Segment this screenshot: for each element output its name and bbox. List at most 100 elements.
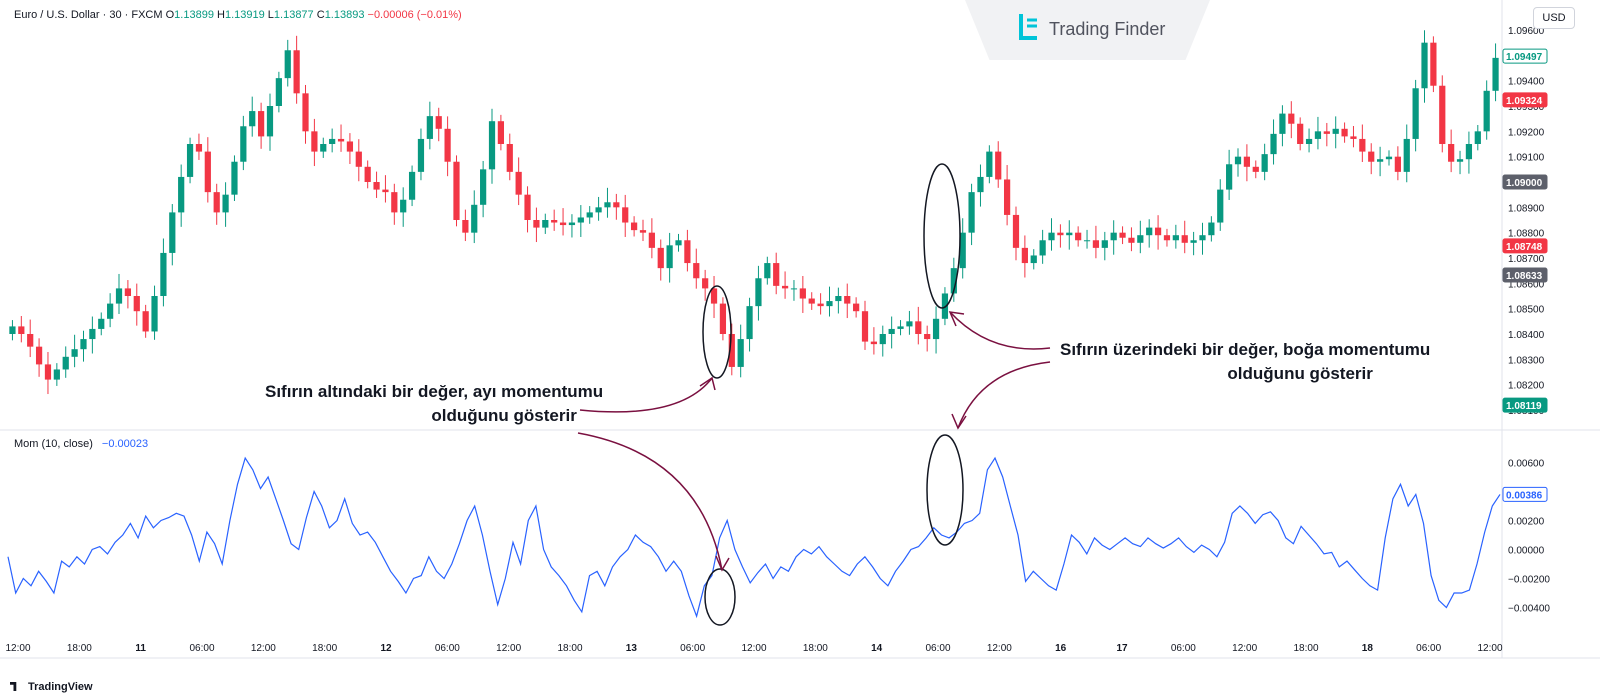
candle-body bbox=[1075, 232, 1082, 241]
time-tick-label: 06:00 bbox=[1171, 643, 1196, 654]
candle-body bbox=[133, 296, 140, 312]
candle-body bbox=[630, 222, 638, 231]
candle-body bbox=[115, 288, 123, 304]
candle-body bbox=[790, 288, 798, 290]
price-label-box bbox=[1502, 92, 1548, 108]
annotation-arrow bbox=[949, 311, 1051, 350]
candle-body bbox=[471, 204, 478, 233]
time-tick-label: 18:00 bbox=[312, 643, 337, 654]
annotation-arrowhead bbox=[699, 376, 716, 391]
candle-body bbox=[808, 298, 815, 304]
watermark: Trading Finder bbox=[965, 0, 1210, 60]
candle-body bbox=[1314, 131, 1322, 139]
candle-body bbox=[648, 232, 655, 248]
time-tick-label: 18 bbox=[1362, 643, 1374, 654]
candle-body bbox=[320, 144, 327, 152]
time-tick-label: 12:00 bbox=[987, 643, 1012, 654]
price-label-text: 1.09000 bbox=[1506, 178, 1543, 189]
candle-body bbox=[737, 339, 744, 367]
candle-body bbox=[1083, 240, 1091, 242]
candle-body bbox=[906, 321, 913, 327]
price-tick-label: 1.08300 bbox=[1508, 355, 1545, 366]
candle-body bbox=[1252, 166, 1259, 172]
candle-body bbox=[249, 111, 256, 127]
candle-body bbox=[169, 212, 176, 253]
candle-body bbox=[1297, 123, 1304, 144]
candle-body bbox=[551, 220, 558, 223]
candle-body bbox=[1332, 128, 1339, 134]
candle-body bbox=[107, 303, 114, 319]
candle-body bbox=[870, 341, 878, 345]
candle-body bbox=[1163, 235, 1171, 241]
time-tick-label: 06:00 bbox=[680, 643, 705, 654]
candle-body bbox=[391, 192, 398, 213]
candle-body bbox=[98, 318, 105, 329]
candle-body bbox=[1066, 232, 1073, 236]
price-label-box bbox=[1502, 397, 1548, 413]
price-tick-label: 1.08400 bbox=[1508, 330, 1545, 341]
candle-body bbox=[1092, 240, 1100, 248]
symbol-name: Euro / U.S. Dollar · 30 · FXCM bbox=[14, 9, 163, 21]
price-label-box bbox=[1502, 267, 1548, 283]
candle-body bbox=[799, 288, 806, 299]
time-tick-label: 16 bbox=[1055, 643, 1067, 654]
candle-body bbox=[932, 318, 940, 340]
candle-body bbox=[568, 222, 576, 226]
candle-body bbox=[1403, 138, 1410, 172]
candle-body bbox=[1146, 227, 1153, 236]
annotation-arrow bbox=[577, 432, 723, 571]
candle-body bbox=[1465, 144, 1473, 160]
momentum-last-label: 0.00386 bbox=[1506, 490, 1543, 501]
candle-body bbox=[1217, 189, 1224, 223]
candle-body bbox=[400, 199, 407, 213]
candle-body bbox=[586, 212, 593, 218]
candle-body bbox=[781, 285, 789, 289]
candle-body bbox=[178, 176, 185, 213]
time-tick-label: 12:00 bbox=[496, 643, 521, 654]
candle-body bbox=[1421, 42, 1428, 89]
candle-body bbox=[1279, 113, 1286, 134]
candle-body bbox=[515, 171, 522, 195]
candle-body bbox=[44, 364, 52, 380]
price-tick-label: 1.09600 bbox=[1508, 26, 1545, 37]
candle-body bbox=[755, 278, 762, 307]
candle-body bbox=[897, 326, 904, 329]
price-tick-label: 1.08800 bbox=[1508, 229, 1545, 240]
time-tick-label: 11 bbox=[135, 643, 146, 654]
candle-body bbox=[666, 245, 673, 269]
price-tick-label: 1.09200 bbox=[1508, 127, 1545, 138]
candle-body bbox=[151, 296, 158, 332]
candle-body bbox=[879, 334, 886, 345]
candle-body bbox=[950, 268, 957, 294]
candle-body bbox=[959, 232, 966, 269]
candle-body bbox=[80, 339, 87, 350]
candle-body bbox=[142, 311, 149, 332]
candle-body bbox=[1359, 138, 1366, 152]
candle-body bbox=[293, 50, 300, 94]
momentum-tick-label: 0.00600 bbox=[1508, 459, 1545, 470]
candle-body bbox=[186, 144, 194, 177]
tradingview-logo[interactable]: TradingView bbox=[10, 681, 93, 693]
candle-body bbox=[231, 161, 238, 195]
highlight-ellipse bbox=[923, 163, 961, 309]
annotation-bearish-line2: olduğunu gösterir bbox=[431, 406, 577, 425]
price-tick-label: 1.08200 bbox=[1508, 381, 1545, 392]
candle-body bbox=[559, 222, 567, 226]
price-label-box bbox=[1502, 48, 1548, 64]
open-label: O bbox=[165, 9, 175, 21]
candle-body bbox=[817, 303, 824, 307]
time-tick-label: 06:00 bbox=[1416, 643, 1441, 654]
currency-button[interactable]: USD bbox=[1533, 7, 1575, 29]
candle-body bbox=[826, 301, 833, 307]
indicator-legend[interactable]: Mom (10, close) −0.00023 bbox=[14, 438, 148, 450]
candle-body bbox=[204, 151, 211, 193]
candle-body bbox=[710, 288, 718, 304]
price-tick-label: 1.09100 bbox=[1508, 153, 1545, 164]
trading-finder-logo-icon bbox=[1019, 14, 1037, 40]
candle-body bbox=[657, 247, 664, 269]
price-label-text: 1.08748 bbox=[1506, 242, 1543, 253]
candle-body bbox=[1137, 235, 1144, 243]
candle-body bbox=[1394, 156, 1401, 172]
